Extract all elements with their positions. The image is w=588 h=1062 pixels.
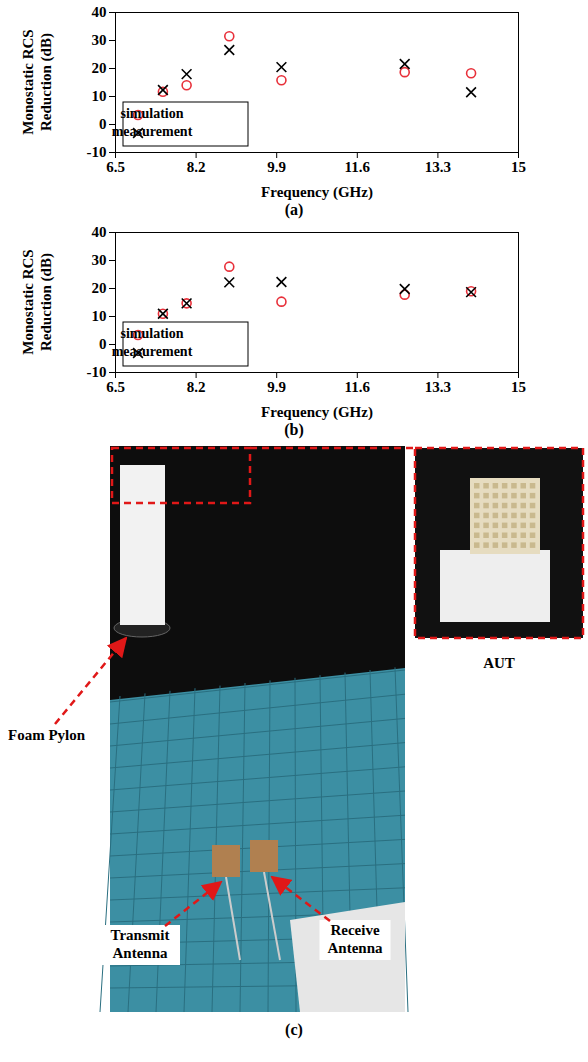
svg-text:40: 40 (92, 224, 107, 240)
svg-text:Reduction (dB): Reduction (dB) (38, 33, 55, 131)
svg-text:Monostatic RCS: Monostatic RCS (20, 29, 36, 134)
svg-text:Foam Pylon: Foam Pylon (8, 727, 86, 743)
svg-text:9.9: 9.9 (267, 159, 286, 175)
svg-text:30: 30 (92, 252, 107, 268)
svg-text:Reduction (dB): Reduction (dB) (38, 253, 55, 351)
svg-text:20: 20 (92, 280, 107, 296)
svg-text:15: 15 (511, 159, 526, 175)
svg-text:0: 0 (99, 336, 107, 352)
svg-text:measurement: measurement (112, 344, 193, 359)
svg-text:Antenna: Antenna (112, 945, 168, 961)
svg-text:-10: -10 (87, 364, 107, 380)
svg-text:11.6: 11.6 (345, 379, 371, 395)
svg-text:11.6: 11.6 (345, 159, 371, 175)
svg-text:simulation: simulation (120, 106, 183, 121)
html-text:(b): (b) (284, 421, 304, 438)
svg-text:Transmit: Transmit (111, 927, 170, 943)
svg-text:20: 20 (92, 60, 107, 76)
svg-text:8.2: 8.2 (187, 159, 206, 175)
svg-text:10: 10 (92, 88, 107, 104)
svg-text:Receive: Receive (330, 922, 379, 938)
svg-text:AUT: AUT (483, 655, 515, 671)
html-text:(a): (a) (284, 201, 304, 218)
svg-text:Antenna: Antenna (327, 940, 383, 956)
svg-text:simulation: simulation (120, 326, 183, 341)
svg-text:measurement: measurement (112, 124, 193, 139)
svg-text:-10: -10 (87, 144, 107, 160)
svg-text:6.5: 6.5 (106, 159, 125, 175)
svg-text:Monostatic RCS: Monostatic RCS (20, 249, 36, 354)
svg-text:13.3: 13.3 (425, 159, 451, 175)
svg-text:13.3: 13.3 (425, 379, 451, 395)
svg-text:6.5: 6.5 (106, 379, 125, 395)
svg-text:9.9: 9.9 (267, 379, 286, 395)
svg-text:10: 10 (92, 308, 107, 324)
svg-text:15: 15 (511, 379, 526, 395)
svg-text:0: 0 (99, 116, 107, 132)
svg-text:30: 30 (92, 32, 107, 48)
svg-text:40: 40 (92, 4, 107, 20)
svg-text:Frequency (GHz): Frequency (GHz) (261, 184, 373, 201)
svg-text:Frequency (GHz): Frequency (GHz) (261, 404, 373, 421)
svg-text:8.2: 8.2 (187, 379, 206, 395)
html-text:(c): (c) (285, 1021, 303, 1038)
